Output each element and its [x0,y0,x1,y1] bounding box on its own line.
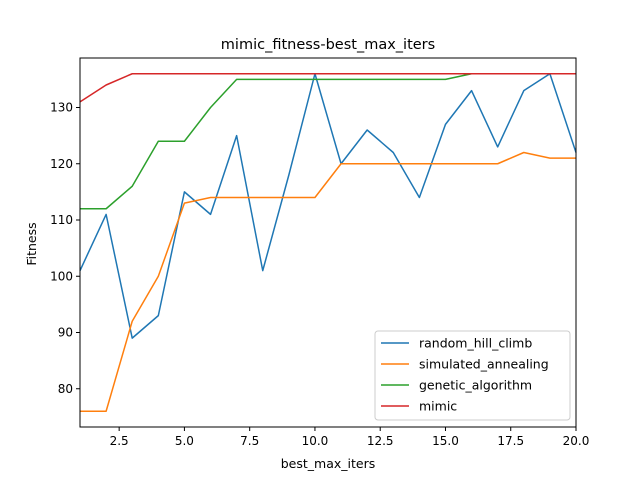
y-tick-label: 120 [50,157,73,171]
y-tick-label: 100 [50,269,73,283]
y-tick-label: 110 [50,213,73,227]
chart-title: mimic_fitness-best_max_iters [221,37,435,53]
series-line-simulated_annealing [80,151,576,412]
plot-lines [79,73,577,412]
x-tick-label: 2.5 [110,434,129,448]
x-tick-label: 12.5 [367,434,394,448]
x-tick-label: 5.0 [175,434,194,448]
x-axis-label: best_max_iters [281,456,376,471]
legend-box [374,330,571,421]
legend-label-genetic_algorithm: genetic_algorithm [419,378,532,393]
y-tick-label: 80 [58,382,73,396]
legend-label-simulated_annealing: simulated_annealing [419,357,549,372]
legend-label-mimic: mimic [419,399,457,414]
x-tick-label: 20.0 [563,434,590,448]
axis-ticks: 2.5 5.0 7.5 10.0 12.5 15.0 17.5 20.0 80 90 100 110 1… [50,101,589,449]
x-tick-label: 17.5 [497,434,524,448]
legend-label-random_hill_climb: random_hill_climb [419,336,532,351]
axes-frame [79,57,577,428]
y-axis-label: Fitness [24,222,39,265]
series-line-mimic [79,73,576,103]
legend: random_hill_climb simulated_annealinggene… [374,330,571,421]
series-line-random_hill_climb [79,73,577,339]
x-tick-label: 10.0 [302,434,329,448]
y-tick-label: 130 [50,101,73,115]
x-tick-label: 7.5 [240,434,259,448]
y-tick-label: 90 [58,326,73,340]
x-tick-label: 15.0 [432,434,459,448]
